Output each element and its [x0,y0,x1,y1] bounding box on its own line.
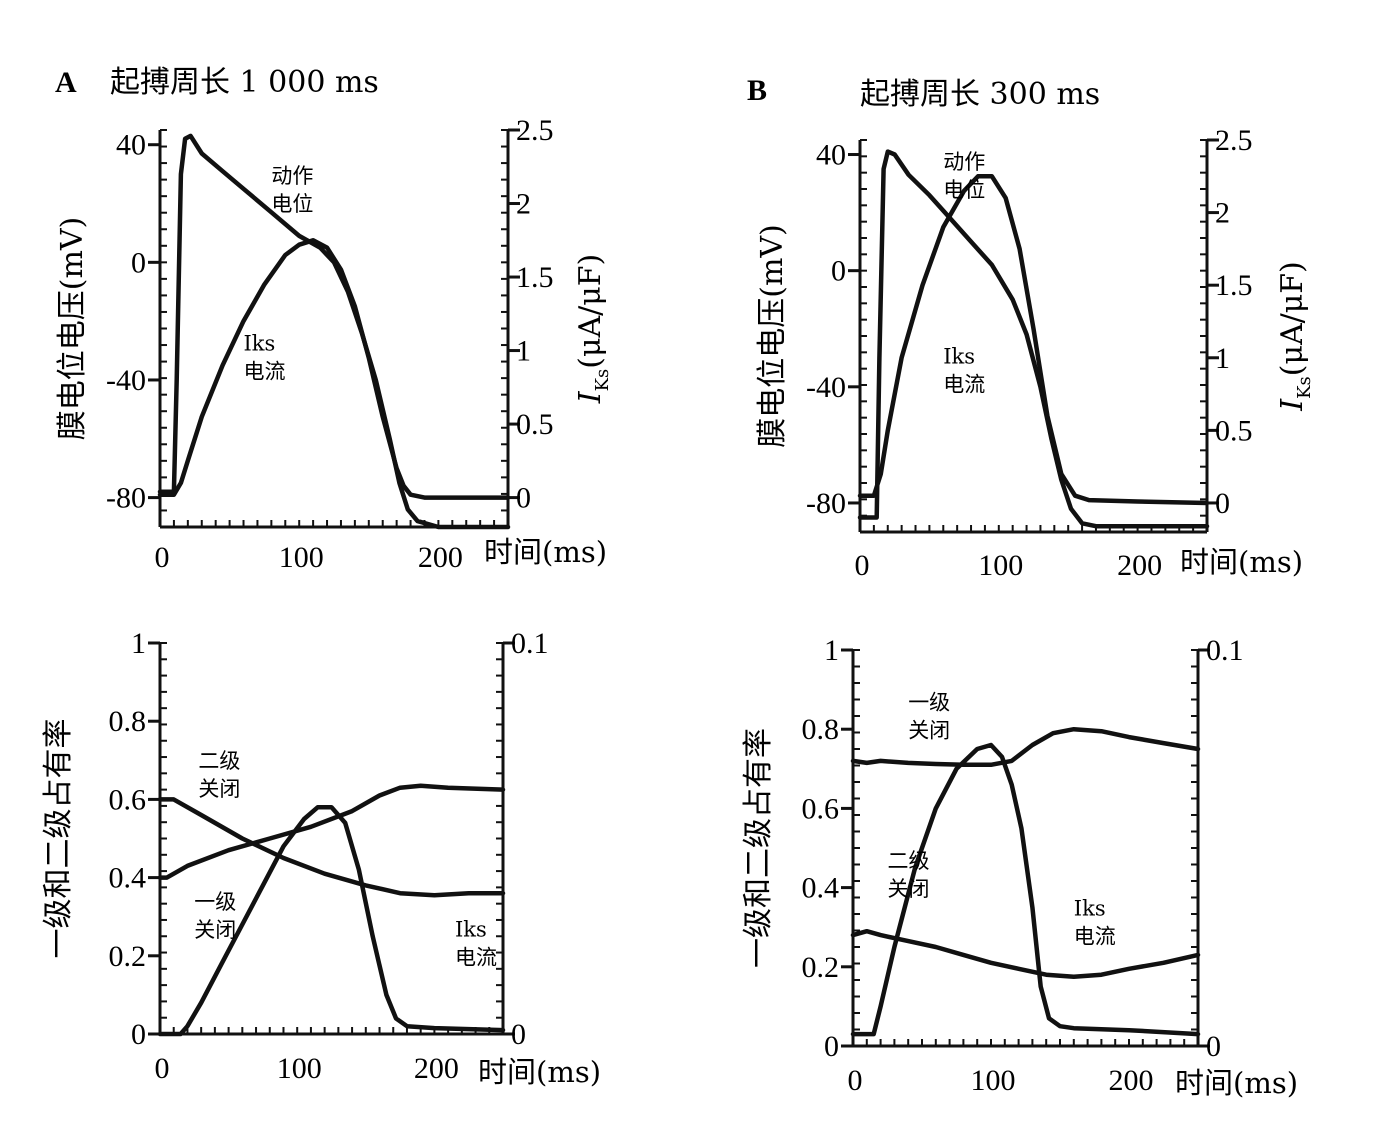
series-line-0 [157,133,511,530]
panel-b-title: 起搏周长 300 ms [860,77,1100,112]
x-tick-label: 200 [1117,549,1162,582]
y-tick-label: 0.6 [802,792,840,825]
chart-b-bottom: 0 0.2 0.4 0.6 0.8 1 0 0.1 0 100 200 时间(ms) 一级和二级占有率 一… [741,634,1298,1100]
y-axis-title: 膜电位电压(mV) [755,224,790,448]
annotation-label: 关闭 [888,877,930,901]
series-line-2 [157,804,506,1037]
y2-tick-label: 2 [516,188,531,221]
y-tick-label: 0 [131,1018,146,1051]
y2-tick-label: 1.5 [516,261,554,294]
x-tick-label: 100 [978,549,1023,582]
chart-a-top: 40 0 -40 -80 0 0.5 1 1.5 2 2.5 0 100 200 时间(ms) 膜电位电压(… [55,114,613,574]
annotation-label: 二级 [888,849,930,873]
panel-b-letter: B [747,74,767,107]
annotation-label: 电位 [271,192,313,216]
annotation-label: Iks [455,917,487,941]
series-line-0 [850,726,1201,768]
x-tick-label: 200 [414,1052,459,1085]
y-tick-label: -40 [806,371,846,404]
x-tick-label: 100 [971,1064,1016,1097]
series-line-1 [850,928,1201,979]
y2-tick-label: 0.1 [1206,634,1244,667]
annotation-label: 二级 [198,749,240,773]
y2-tick-label: 2.5 [1215,124,1253,157]
annotation-label: 动作 [271,164,313,188]
y-tick-label: -80 [806,487,846,520]
x-tick-label: 0 [155,1052,170,1085]
x-axis-title: 时间(ms) [478,1055,601,1089]
y-tick-label: 0.8 [802,713,840,746]
y2-tick-label: 0.5 [516,408,554,441]
panel-a-letter: A [55,66,77,99]
y-tick-label: 0.8 [109,705,147,738]
series-line-1 [157,238,511,500]
y-tick-label: 40 [116,129,146,162]
series-line-0 [157,797,506,898]
y-axis-title: 一级和二级占有率 [41,719,76,959]
y-tick-label: -80 [106,482,146,515]
panel-a-title: 起搏周长 1 000 ms [110,65,379,100]
y2-tick-label: 0 [1206,1030,1221,1063]
y-tick-label: 0.6 [109,783,147,816]
y-axis-title: 膜电位电压(mV) [55,217,90,441]
annotation-label: Iks [943,345,975,369]
y-axis-title: 一级和二级占有率 [741,728,776,968]
x-axis-title: 时间(ms) [484,535,607,569]
series-line-0 [857,149,1210,529]
y2-axis-title: IKs(μA/μF) [573,254,613,405]
y2-axis-title: IKs(μA/μF) [1275,261,1315,412]
y-tick-label: 0.2 [802,951,840,984]
chart-a-bottom: 0 0.2 0.4 0.6 0.8 1 0 0.1 0 100 200 时间(ms) 一级和二级占有率 二… [41,627,601,1089]
y2-tick-label: 1 [1215,342,1230,375]
annotation-label: 电流 [1074,924,1116,948]
series-line-2 [850,742,1201,1037]
annotation-label: 电流 [943,373,985,397]
annotation-label: 关闭 [198,777,240,801]
x-tick-label: 100 [279,541,324,574]
annotation-label: 关闭 [194,918,236,942]
y-tick-label: 0.2 [109,940,147,973]
chart-b-top: 40 0 -40 -80 0 0.5 1 1.5 2 2.5 0 100 200 时间(ms) 膜电位电压(… [755,124,1315,582]
x-tick-label: 200 [418,541,463,574]
annotation-label: Iks [1074,896,1106,920]
y-tick-label: 40 [816,139,846,172]
x-axis-title: 时间(ms) [1180,545,1303,579]
x-axis-title: 时间(ms) [1175,1066,1298,1100]
series-line-1 [157,783,506,880]
y2-tick-label: 0 [1215,487,1230,520]
y-tick-label: 0 [131,246,146,279]
x-tick-label: 0 [155,541,170,574]
annotation-label: 关闭 [908,718,950,742]
series-line-1 [857,174,1210,506]
y2-tick-label: 2 [1215,197,1230,230]
y2-tick-label: 1 [516,335,531,368]
annotation-label: 一级 [194,890,236,914]
y-tick-label: 0.4 [109,862,147,895]
x-tick-label: 100 [277,1052,322,1085]
annotation-label: 电位 [943,178,985,202]
annotation-label: 一级 [908,690,950,714]
annotation-label: 动作 [943,150,985,174]
x-tick-label: 0 [855,549,870,582]
y2-tick-label: 0.5 [1215,414,1253,447]
y-tick-label: -40 [106,364,146,397]
y2-tick-label: 0.1 [511,627,549,660]
y-tick-label: 1 [131,627,146,660]
y2-tick-label: 0 [516,482,531,515]
x-tick-label: 0 [848,1064,863,1097]
annotation-label: 电流 [455,945,497,969]
y-tick-label: 0 [824,1030,839,1063]
annotation-label: Iks [244,332,276,356]
y-tick-label: 0.4 [802,872,840,905]
y2-tick-label: 0 [511,1018,526,1051]
y-tick-label: 1 [824,634,839,667]
x-tick-label: 200 [1109,1064,1154,1097]
y2-tick-label: 1.5 [1215,269,1253,302]
y-tick-label: 0 [831,255,846,288]
y2-tick-label: 2.5 [516,114,554,147]
annotation-label: 电流 [244,360,286,384]
